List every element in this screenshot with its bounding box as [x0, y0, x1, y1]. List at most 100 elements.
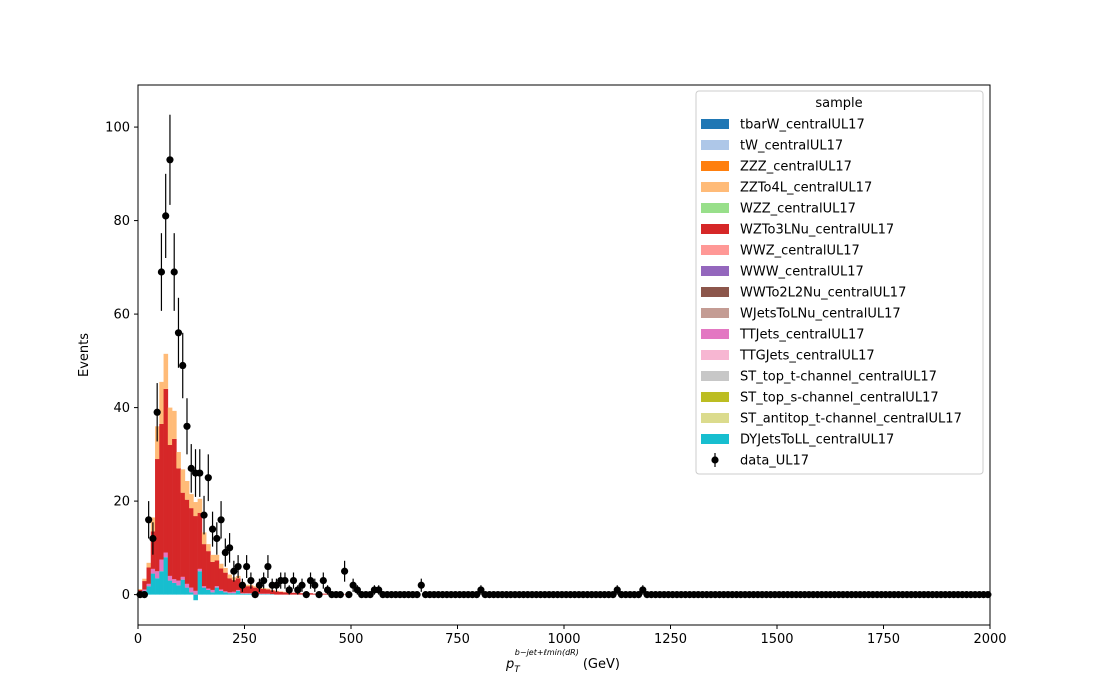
x-tick-label: 1250 — [654, 632, 687, 647]
stack-bar — [172, 410, 177, 439]
stack-bar — [163, 557, 169, 595]
stack-bar — [146, 562, 152, 568]
data-point — [170, 268, 178, 276]
stack-bar — [163, 353, 169, 389]
stack-bar — [227, 578, 233, 593]
stack-bar — [193, 502, 198, 517]
data-point — [639, 586, 647, 594]
data-point — [196, 469, 204, 477]
stack-bar — [214, 586, 220, 588]
x-tick-label: 750 — [445, 632, 470, 647]
stack-bar — [274, 591, 279, 595]
stack-bar — [197, 498, 203, 513]
legend-entries: tbarW_centralUL17 tW_centralUL17 ZZZ_centr… — [701, 118, 962, 469]
data-points — [136, 114, 992, 599]
legend-swatch — [701, 245, 729, 255]
stack-bar — [227, 593, 233, 595]
stack-bar — [235, 590, 241, 595]
stack-bar — [223, 572, 228, 592]
stack-bar — [150, 568, 156, 574]
data-point — [298, 581, 306, 589]
data-point — [375, 586, 383, 594]
stack-bar — [223, 592, 228, 595]
legend-label: ZZZ_centralUL17 — [740, 160, 852, 175]
legend-swatch — [701, 287, 729, 297]
stack-bar — [167, 445, 173, 576]
data-point — [413, 591, 421, 599]
stack-bar — [248, 593, 254, 595]
stack-bar — [159, 423, 164, 560]
y-tick-label: 80 — [113, 214, 130, 229]
stack-bar — [189, 592, 194, 595]
stack-bar — [240, 593, 245, 595]
stack-bar — [231, 593, 237, 595]
data-point — [302, 591, 310, 599]
data-point — [366, 591, 374, 599]
legend-swatch — [701, 119, 729, 129]
data-point — [353, 586, 361, 594]
stack-bar — [235, 578, 241, 590]
x-axis-ticks: 0 250 500 750 1000 1250 1500 1750 2000 — [134, 625, 1007, 647]
x-tick-label: 1000 — [547, 632, 580, 647]
data-point — [417, 581, 425, 589]
data-point — [183, 422, 191, 430]
stack-bar — [159, 559, 164, 572]
stack-bar — [265, 588, 271, 590]
x-axis-label-superscript: b−jet+ℓmin(dR) — [515, 648, 579, 657]
stack-bar — [235, 589, 241, 591]
legend-label: WWTo2L2Nu_centralUL17 — [740, 286, 906, 301]
stack-bar — [201, 586, 207, 588]
x-tick-label: 1500 — [760, 632, 793, 647]
stack-bar — [176, 468, 181, 581]
stack-bar — [282, 592, 288, 595]
data-point — [306, 576, 315, 585]
stack-bar — [159, 571, 164, 595]
data-point — [153, 408, 161, 416]
stack-bar — [206, 589, 211, 595]
stack-bar — [142, 578, 147, 582]
stack-bar — [189, 494, 194, 509]
legend-label: WZZ_centralUL17 — [740, 202, 856, 217]
legend-swatch — [701, 329, 729, 339]
stack-bar — [193, 594, 198, 601]
stack-bar — [176, 585, 181, 595]
stack-bar — [176, 452, 181, 469]
data-point — [289, 576, 298, 585]
data-point — [213, 534, 221, 543]
legend-swatch — [701, 161, 729, 171]
stack-bar — [142, 589, 147, 591]
stack-bar — [265, 589, 271, 594]
stack-bar — [184, 583, 190, 588]
legend-label: WZTo3LNu_centralUL17 — [740, 223, 894, 238]
stack-bar — [180, 469, 186, 493]
legend-label: tbarW_centralUL17 — [740, 118, 865, 133]
y-tick-label: 0 — [122, 588, 130, 603]
legend-swatch — [701, 392, 729, 402]
stack-bar — [244, 584, 250, 587]
stack-bar — [197, 568, 203, 572]
legend-label: ZZTo4L_centralUL17 — [740, 181, 872, 196]
stack-bar — [214, 587, 220, 595]
stack-bar — [312, 593, 318, 595]
data-point — [140, 591, 148, 599]
data-point — [341, 567, 349, 575]
data-point — [349, 581, 357, 589]
data-point — [294, 586, 302, 594]
stack-bar — [155, 571, 160, 579]
legend-swatch — [701, 203, 729, 213]
stack-bar — [167, 407, 173, 445]
legend-swatch — [701, 371, 729, 381]
data-point — [323, 586, 332, 594]
legend-swatch — [701, 413, 729, 423]
stack-bar — [184, 587, 190, 595]
stack-bar — [163, 552, 169, 558]
data-point — [281, 576, 289, 585]
stack-bar — [206, 544, 211, 552]
y-tick-label: 100 — [105, 121, 130, 136]
data-point — [162, 212, 170, 220]
data-point — [345, 591, 353, 599]
stack-bar — [142, 581, 147, 590]
stack-bar — [159, 381, 164, 424]
x-tick-label: 1750 — [867, 632, 900, 647]
legend: sample tbarW_centralUL17 tW_centralUL17 ZZ… — [695, 90, 984, 475]
